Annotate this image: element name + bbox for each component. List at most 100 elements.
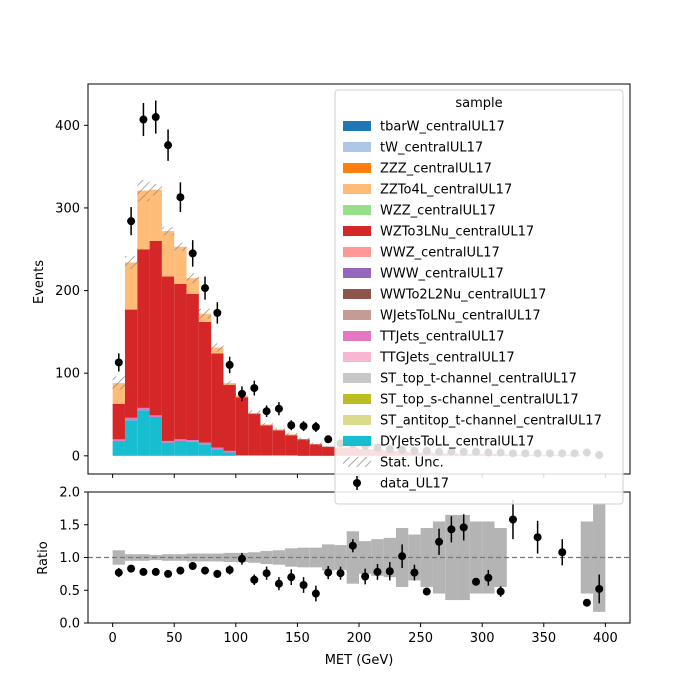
stack-bar — [272, 454, 286, 456]
ratio-ytick-label: 2.0 — [59, 486, 80, 501]
legend-label: WWZ_centralUL17 — [380, 246, 500, 261]
ratio-point — [114, 568, 123, 577]
main-ytick-label: 300 — [55, 201, 80, 216]
ratio-point — [508, 515, 517, 524]
data-point — [324, 435, 333, 444]
ratio-point — [472, 577, 481, 586]
main-ytick-label: 0 — [72, 449, 80, 464]
data-point — [164, 141, 173, 150]
stack-bar — [137, 407, 150, 411]
ratio-ytick-label: 0.5 — [59, 584, 80, 599]
ratio-point — [422, 587, 431, 596]
stack-bar — [285, 454, 298, 456]
stack-series-TTJets_centralUL17 — [112, 407, 298, 456]
ratio-point — [435, 537, 444, 546]
legend-entry: tW_centralUL17 — [343, 141, 483, 156]
legend-label: WWW_centralUL17 — [380, 267, 504, 282]
legend-label: WJetsToLNu_centralUL17 — [380, 309, 541, 324]
stat-unc-bin — [297, 437, 310, 441]
legend-label: DYJetsToLL_centralUL17 — [380, 435, 534, 450]
stat-unc-bin — [198, 308, 212, 319]
legend-swatch — [343, 268, 371, 278]
ratio-point — [348, 541, 357, 550]
stack-bar — [223, 384, 236, 451]
ratio-points — [114, 499, 604, 607]
ratio-point — [533, 533, 542, 542]
ratio-unc-bin — [297, 547, 310, 568]
data-point — [151, 113, 160, 122]
stat-unc-bin — [124, 255, 138, 270]
ratio-xtick-label: 50 — [166, 631, 183, 646]
legend-entry: ST_top_t-channel_centralUL17 — [343, 372, 577, 387]
stack-bar — [149, 416, 162, 456]
data-point — [225, 360, 234, 369]
ratio-point — [201, 566, 210, 575]
legend-label: ST_antitop_t-channel_centralUL17 — [380, 414, 602, 429]
stack-bar — [211, 449, 224, 456]
legend-marker-swatch — [353, 479, 361, 487]
stack-series-WZTo3LNu_centralUL17 — [112, 240, 581, 456]
legend-entry: WWTo2L2Nu_centralUL17 — [343, 288, 546, 303]
legend-swatch — [343, 394, 371, 404]
stat-unc-bin — [211, 343, 224, 352]
ratio-point — [274, 579, 283, 588]
legend-entry: WZTo3LNu_centralUL17 — [343, 225, 534, 240]
legend-label: tW_centralUL17 — [380, 141, 483, 156]
stack-bar — [260, 454, 273, 456]
ratio-point — [139, 567, 148, 576]
main-ytick-label: 100 — [55, 367, 80, 382]
stack-bar — [112, 403, 125, 440]
legend-label: ZZTo4L_centralUL17 — [380, 183, 512, 198]
legend-swatch — [343, 163, 371, 173]
ratio-point — [398, 552, 407, 561]
ratio-unc-bin — [223, 552, 236, 563]
stack-bar — [124, 420, 138, 456]
stack-bar — [112, 439, 125, 441]
ratio-unc-bin — [383, 537, 396, 578]
ratio-point — [127, 564, 136, 573]
ratio-point — [176, 566, 185, 575]
legend-swatch — [343, 184, 371, 194]
stack-series-ZZTo4L_centralUL17 — [112, 189, 298, 436]
ratio-ytick-label: 0.0 — [59, 617, 80, 632]
stack-bar — [174, 246, 187, 284]
stack-bar — [223, 452, 236, 456]
legend-entry: TTGJets_centralUL17 — [343, 351, 515, 366]
ratio-point — [410, 568, 419, 577]
stat-unc-bin — [309, 442, 323, 446]
legend-entry: DYJetsToLL_centralUL17 — [343, 435, 534, 450]
ratio-point — [188, 562, 197, 571]
stack-bar — [260, 425, 273, 455]
stack-bar — [137, 410, 150, 456]
ratio-unc-bin — [593, 503, 606, 612]
stat-unc-bin — [248, 410, 261, 416]
legend-swatch — [343, 373, 371, 383]
legend-swatch — [343, 121, 371, 131]
stack-bar — [322, 446, 335, 456]
data-point — [274, 404, 283, 413]
data-point — [188, 249, 197, 258]
ratio-unc-bin — [112, 550, 125, 565]
ratio-point — [151, 567, 160, 576]
stack-bar — [161, 442, 175, 456]
ratio-ytick-label: 1.0 — [59, 551, 80, 566]
stack-bar — [223, 450, 236, 453]
legend-entry: Stat. Unc. — [343, 456, 444, 471]
ratio-point — [287, 573, 296, 582]
ratio-xtick-label: 300 — [470, 631, 495, 646]
stat-unc-bin — [285, 432, 298, 436]
stat-unc-bin — [272, 427, 286, 432]
ratio-xtick-label: 400 — [593, 631, 618, 646]
ratio-point — [336, 569, 345, 578]
stat-unc-bin — [223, 380, 236, 386]
ratio-unc-bin — [408, 534, 421, 581]
stat-unc-bin — [260, 422, 273, 427]
stack-bar — [161, 440, 175, 443]
data-point — [311, 422, 320, 431]
legend-swatch — [343, 142, 371, 152]
data-point — [176, 193, 185, 202]
legend-swatch — [343, 415, 371, 425]
stack-bar — [124, 417, 138, 421]
ratio-point — [237, 554, 246, 563]
stat-unc-bin — [112, 376, 125, 390]
